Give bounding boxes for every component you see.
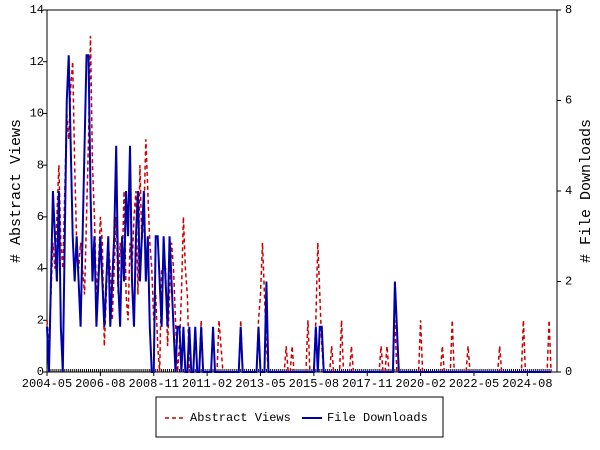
plot-frame [46,9,558,373]
y-tick-label: 4 [37,262,44,276]
x-tick-label: 2008-11 [129,377,179,391]
y2-axis-title: # File Downloads [578,119,595,263]
y-tick-label: 0 [37,365,44,379]
y2-tick-label: 0 [565,365,572,379]
legend-label: Abstract Views [190,411,291,425]
y-tick-label: 8 [37,158,44,172]
y-tick-label: 14 [30,3,44,17]
x-tick-label: 2006-08 [75,377,125,391]
x-tick-label: 2024-08 [502,377,552,391]
series-line [46,35,552,373]
y-tick-label: 12 [30,55,44,69]
x-tick-label: 2004-05 [22,377,72,391]
y-axis-title: # Abstract Views [8,119,25,263]
legend-box [155,396,444,438]
y2-tick-label: 4 [565,184,572,198]
y-tick-label: 6 [37,210,44,224]
series-line [46,54,552,373]
y2-tick-label: 8 [565,3,572,17]
y2-tick-label: 2 [565,275,572,289]
x-tick-label: 2013-05 [235,377,285,391]
x-tick-label: 2015-08 [289,377,339,391]
x-tick-label: 2017-11 [342,377,392,391]
x-tick-label: 2020-02 [395,377,445,391]
x-tick-label: 2022-05 [449,377,499,391]
y-tick-label: 10 [30,107,44,121]
y2-tick-label: 6 [565,94,572,108]
y-tick-label: 2 [37,313,44,327]
legend-label: File Downloads [327,411,428,425]
x-tick-label: 2011-02 [182,377,232,391]
